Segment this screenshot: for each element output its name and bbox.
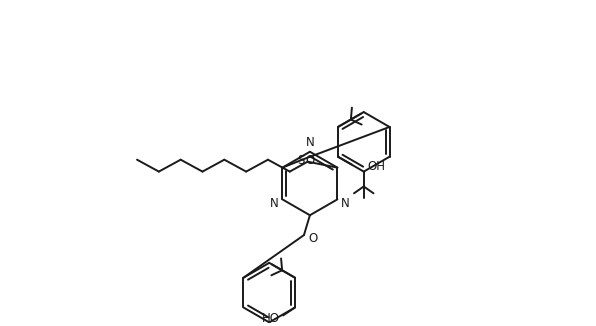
Text: N: N: [271, 197, 279, 210]
Text: N: N: [341, 197, 349, 210]
Text: S: S: [297, 154, 305, 167]
Text: O: O: [308, 231, 318, 244]
Text: HO: HO: [262, 312, 280, 325]
Text: N: N: [306, 136, 314, 149]
Text: OH: OH: [368, 160, 386, 173]
Text: O: O: [306, 154, 315, 167]
